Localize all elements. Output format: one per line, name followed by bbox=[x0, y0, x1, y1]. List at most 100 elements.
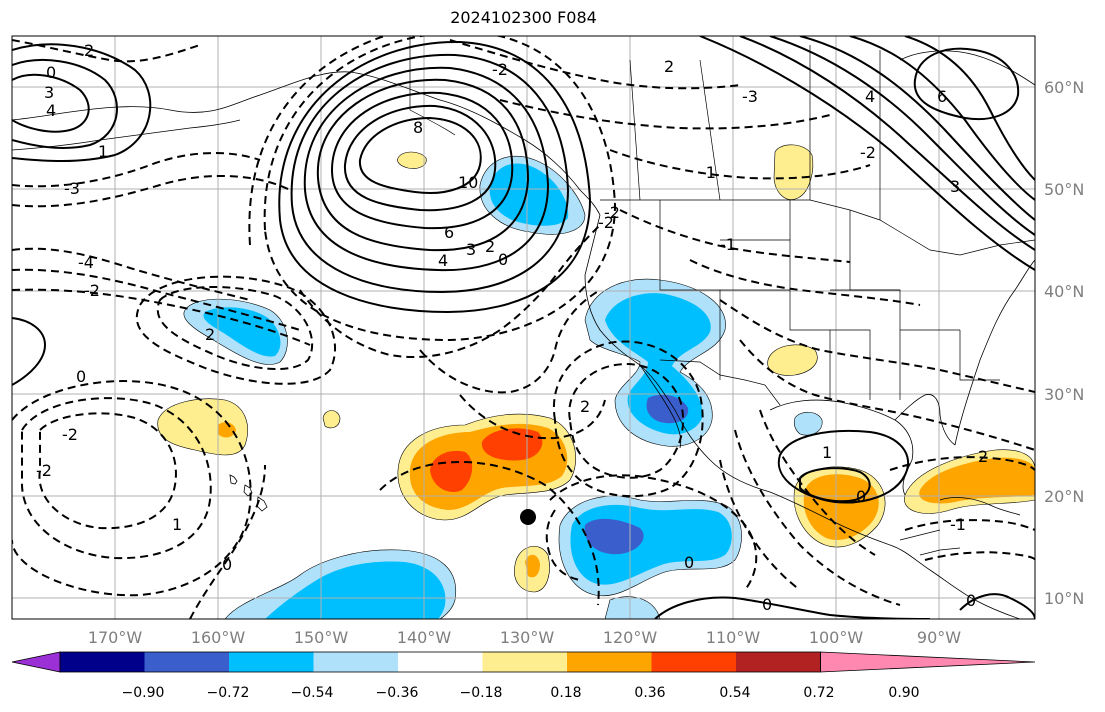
colorbar-extend-right bbox=[820, 651, 1036, 673]
contour-label: 0 bbox=[76, 367, 86, 386]
coastlines bbox=[12, 50, 1035, 619]
dash-carib-2 bbox=[904, 519, 1035, 531]
contour-label: -1 bbox=[700, 163, 716, 182]
dash-hawaii-ring bbox=[38, 412, 177, 530]
colorbar-segment bbox=[313, 652, 398, 672]
colorbar-segment bbox=[651, 652, 736, 672]
contour-west-low-3 bbox=[12, 43, 152, 163]
colorbar-segment bbox=[60, 652, 145, 672]
colorbar-labels: −0.90 −0.72 −0.54 −0.36 −0.18 0.18 0.36 … bbox=[122, 685, 920, 701]
colorbar-extend-left bbox=[11, 651, 61, 673]
colorbar-label: −0.72 bbox=[207, 685, 250, 701]
contour-label: 0 bbox=[222, 555, 232, 574]
contour-label: -4 bbox=[78, 253, 94, 272]
dash-high-outer bbox=[263, 36, 617, 342]
lat-tick: 60°N bbox=[1044, 78, 1084, 97]
colorbar-segment bbox=[229, 652, 314, 672]
fill-yellow-hawaii bbox=[157, 398, 248, 456]
dash-gulf-3 bbox=[719, 459, 801, 591]
coast-alaska bbox=[12, 71, 601, 216]
contour-mexico-0 bbox=[799, 467, 871, 503]
dash-us-2 bbox=[689, 259, 921, 306]
dash-baja-loop-2 bbox=[552, 340, 704, 498]
fill-orange-small-2 bbox=[525, 554, 540, 578]
border-states-2 bbox=[720, 239, 831, 400]
colorbar-label: 0.90 bbox=[888, 685, 919, 701]
dash-west-2 bbox=[12, 268, 301, 331]
contour-label: 0 bbox=[762, 595, 772, 614]
coast-hudson bbox=[899, 50, 1035, 86]
contour-label: -2 bbox=[84, 281, 100, 300]
contour-label: 2 bbox=[485, 237, 495, 256]
lon-tick: 160°W bbox=[191, 628, 246, 647]
dash-carib-3 bbox=[924, 551, 1035, 561]
colorbar-label: −0.18 bbox=[460, 685, 503, 701]
fill-royalblue-tropics bbox=[584, 518, 644, 555]
contour-high-3 bbox=[303, 66, 550, 272]
contour-high-2 bbox=[290, 53, 570, 294]
contour-high-4 bbox=[316, 78, 530, 252]
dash-west-ring bbox=[156, 285, 314, 370]
lon-tick: 170°W bbox=[88, 628, 143, 647]
colorbar-outline bbox=[59, 651, 821, 673]
dash-nw-3 bbox=[12, 174, 291, 208]
contour-label: 2 bbox=[978, 447, 988, 466]
border-canada-provinces bbox=[629, 45, 881, 220]
dash-central-1 bbox=[299, 224, 601, 358]
filled-anomalies bbox=[157, 144, 1035, 619]
colorbar-label: 0.18 bbox=[550, 685, 581, 701]
dash-hawaii-ring-2 bbox=[20, 397, 212, 560]
fill-redorange-central-pacific bbox=[430, 450, 473, 492]
fill-yellow-gulf-alaska bbox=[397, 151, 427, 169]
dash-central-2 bbox=[419, 289, 601, 394]
colorbar-label: −0.36 bbox=[376, 685, 419, 701]
colorbar-segment bbox=[144, 652, 229, 672]
contour-ne-circle bbox=[913, 47, 1020, 121]
contour-high-6 bbox=[330, 91, 514, 230]
contour-label: 2 bbox=[580, 397, 590, 416]
dash-west-3 bbox=[12, 288, 311, 346]
contour-south-0 bbox=[654, 596, 931, 619]
contour-label: 3 bbox=[950, 177, 960, 196]
contour-label: 0 bbox=[856, 487, 866, 506]
contour-label: 10 bbox=[458, 173, 478, 192]
fill-orange-caribbean bbox=[919, 457, 1035, 504]
contour-label: 3 bbox=[44, 83, 54, 102]
contour-label: 1 bbox=[172, 515, 182, 534]
dash-us-3 bbox=[719, 299, 1035, 393]
dash-high-outer-2 bbox=[248, 36, 389, 246]
lat-tick: 20°N bbox=[1044, 487, 1084, 506]
dash-nw-1 bbox=[12, 39, 201, 63]
dash-canada-2 bbox=[499, 99, 831, 130]
contour-se-0 bbox=[959, 593, 1035, 619]
contour-label: 6 bbox=[937, 87, 947, 106]
lon-tick: 90°W bbox=[917, 628, 961, 647]
borders bbox=[409, 36, 1035, 556]
contour-ne-2 bbox=[739, 36, 1035, 251]
contour-label: 2 bbox=[84, 41, 94, 60]
fill-yellow-canada bbox=[773, 144, 814, 200]
border-states-4 bbox=[720, 289, 900, 400]
colorbar-label: 0.36 bbox=[634, 685, 665, 701]
dash-central-3 bbox=[459, 394, 606, 440]
contour-west-0 bbox=[12, 317, 47, 386]
dash-tropics-3 bbox=[545, 509, 581, 581]
border-states-1 bbox=[659, 200, 721, 380]
lat-tick: 10°N bbox=[1044, 589, 1084, 608]
border-us-mexico bbox=[659, 359, 781, 406]
contour-label: 4 bbox=[46, 101, 56, 120]
dash-west-ring-2 bbox=[135, 275, 336, 385]
dash-gulf-1 bbox=[759, 409, 876, 556]
lat-tick: 30°N bbox=[1044, 385, 1084, 404]
contour-label: 2 bbox=[205, 325, 215, 344]
dash-gulf-2 bbox=[734, 429, 901, 606]
colorbar-label: 0.54 bbox=[719, 685, 750, 701]
fill-yellow-small bbox=[322, 410, 341, 429]
contour-label: -3 bbox=[64, 179, 80, 198]
map-frame bbox=[11, 35, 1036, 620]
contour-label: 2 bbox=[664, 57, 674, 76]
contour-label: 0 bbox=[46, 63, 56, 82]
lat-tick: 40°N bbox=[1044, 282, 1084, 301]
border-alaska-canada bbox=[409, 36, 456, 136]
